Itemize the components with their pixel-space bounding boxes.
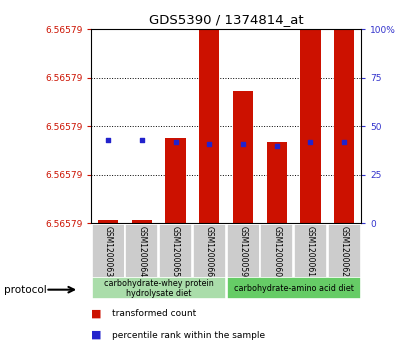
Point [240,141,247,147]
Text: protocol: protocol [4,285,47,295]
Bar [92,277,226,299]
Text: GSM1200064: GSM1200064 [137,225,146,277]
Point [139,137,145,143]
Bar [132,220,152,223]
Bar [199,29,220,223]
Text: carbohydrate-whey protein
hydrolysate diet: carbohydrate-whey protein hydrolysate di… [104,278,214,298]
Bar [294,224,327,278]
Bar [233,91,253,223]
Text: GSM1200066: GSM1200066 [205,225,214,277]
Bar [267,142,287,223]
Text: ■: ■ [91,309,102,319]
Point [105,137,112,143]
Bar [98,220,118,223]
Text: GSM1200061: GSM1200061 [306,225,315,277]
Text: GSM1200062: GSM1200062 [340,225,349,277]
Text: percentile rank within the sample: percentile rank within the sample [112,331,265,339]
Bar [227,277,361,299]
Text: ■: ■ [91,330,102,340]
Point [273,143,280,148]
Point [341,139,347,144]
Bar [125,224,159,278]
Bar [92,224,124,278]
Title: GDS5390 / 1374814_at: GDS5390 / 1374814_at [149,13,303,26]
Bar [227,224,259,278]
Point [206,141,212,147]
Bar [159,224,192,278]
Text: transformed count: transformed count [112,310,196,318]
Point [172,139,179,144]
Text: carbohydrate-amino acid diet: carbohydrate-amino acid diet [234,284,354,293]
Point [307,139,314,144]
Bar [328,224,361,278]
Bar [193,224,226,278]
Text: GSM1200059: GSM1200059 [239,225,247,277]
Text: GSM1200063: GSM1200063 [104,225,112,277]
Text: GSM1200065: GSM1200065 [171,225,180,277]
Text: GSM1200060: GSM1200060 [272,225,281,277]
Bar [300,29,320,223]
Bar [334,29,354,223]
Bar [166,138,186,223]
Bar [260,224,293,278]
